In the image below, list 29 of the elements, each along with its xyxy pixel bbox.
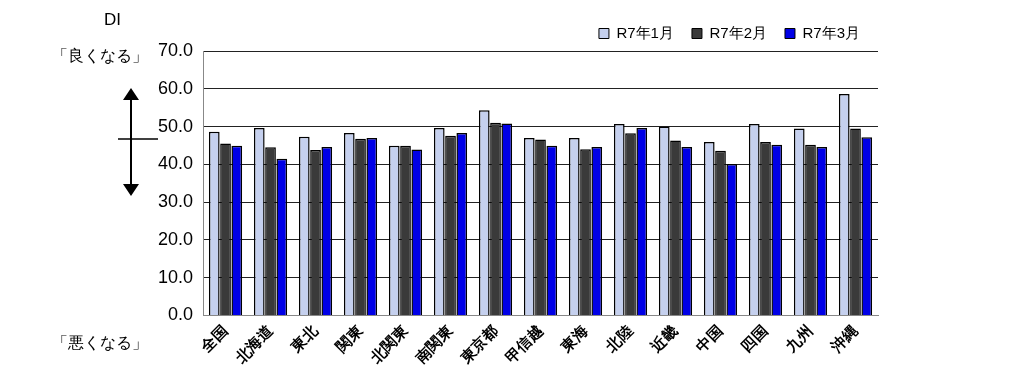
text: 「良くなる」 bbox=[52, 46, 148, 66]
y-tick-label: 20.0 bbox=[157, 228, 194, 249]
x-tick-label: 全国 bbox=[196, 321, 231, 356]
x-tick-label: 九州 bbox=[781, 321, 816, 356]
x-tick-label: 甲信越 bbox=[501, 321, 546, 366]
y-tick-label: 60.0 bbox=[157, 77, 194, 98]
x-tick-label: 沖縄 bbox=[826, 321, 861, 356]
y-tick-label: 50.0 bbox=[157, 115, 194, 136]
y-tick-label: 70.0 bbox=[157, 39, 194, 60]
x-tick-label: 南関東 bbox=[411, 321, 457, 367]
x-tick-label: 関東 bbox=[332, 321, 367, 356]
y-tick-label: 10.0 bbox=[157, 266, 194, 287]
x-tick-label: 中国 bbox=[692, 321, 726, 356]
y-axis-title: DI bbox=[104, 10, 121, 30]
y-tick-label: 40.0 bbox=[157, 153, 194, 174]
x-tick-label: 北陸 bbox=[601, 321, 636, 356]
legend-label: R7年2月 bbox=[709, 23, 767, 41]
legend-label: R7年1月 bbox=[616, 23, 674, 41]
y-tick-label: 0.0 bbox=[168, 304, 194, 325]
y-tick-label: 30.0 bbox=[157, 191, 194, 212]
x-tick-label: 四国 bbox=[737, 321, 771, 356]
x-tick-label: 近畿 bbox=[646, 321, 681, 356]
x-tick-label: 北海道 bbox=[231, 321, 277, 367]
x-tick-label: 東北 bbox=[286, 321, 322, 356]
x-tick-label: 北関東 bbox=[366, 321, 412, 367]
text: 「悪くなる」 bbox=[52, 333, 148, 353]
legend-label: R7年3月 bbox=[802, 23, 861, 41]
x-tick-label: 東京都 bbox=[456, 321, 501, 367]
x-tick-label: 東海 bbox=[556, 321, 591, 356]
